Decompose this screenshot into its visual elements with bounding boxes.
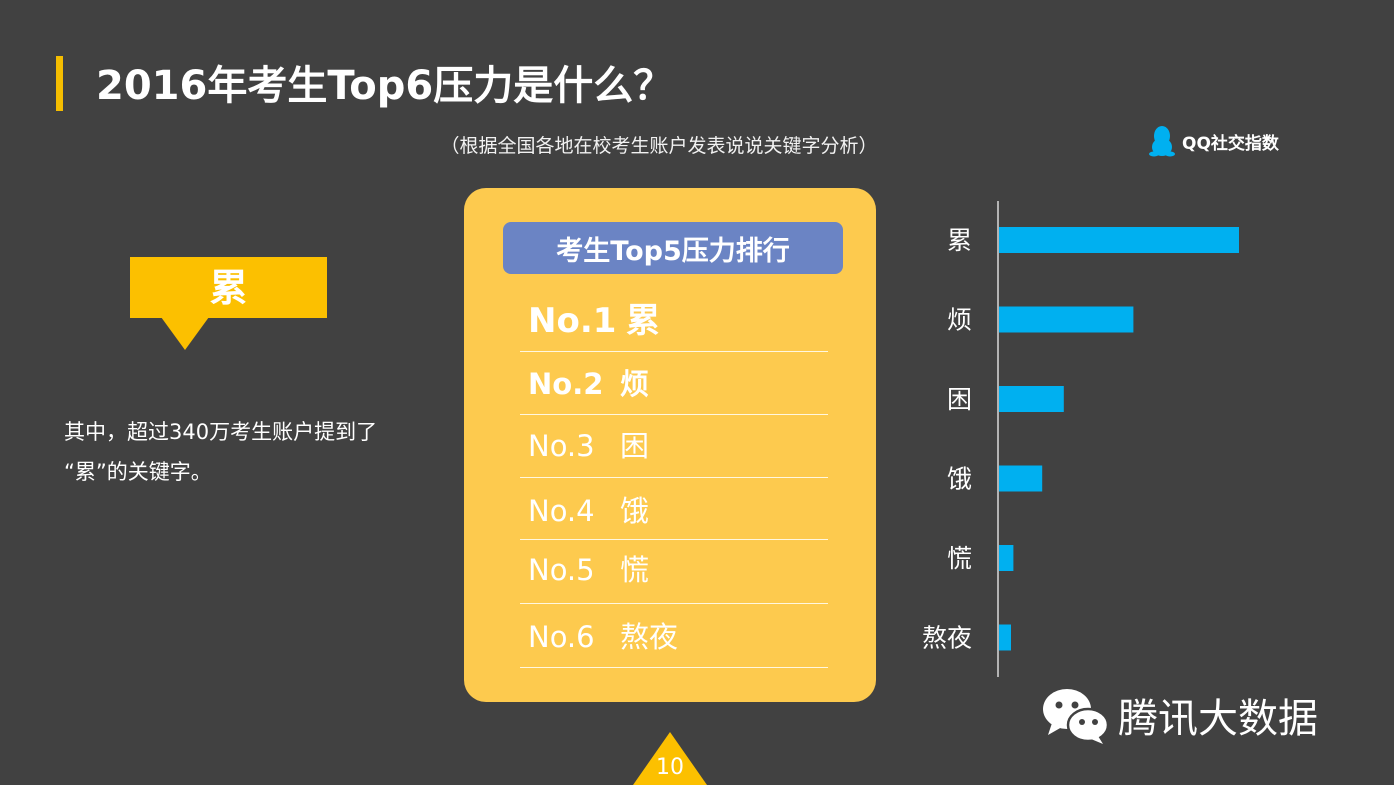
page-number-marker <box>633 732 707 785</box>
rank-number: No.1 <box>528 301 617 341</box>
category-label: 慌 <box>947 544 972 573</box>
category-label: 累 <box>947 226 972 255</box>
rank-divider <box>520 414 828 415</box>
rank-word: 饿 <box>620 494 650 528</box>
qq-social-index-label: QQ社交指数 <box>1182 133 1279 154</box>
page-number: 10 <box>656 755 684 780</box>
wechat-icon <box>1043 689 1110 744</box>
bar-2 <box>999 306 1134 333</box>
rank-item-3: No.3 困 <box>520 424 836 468</box>
callout-pointer <box>161 317 209 350</box>
category-label: 熬夜 <box>922 624 972 653</box>
rank-divider <box>520 539 828 540</box>
category-label: 烦 <box>947 306 972 335</box>
page-subtitle: （根据全国各地在校考生账户发表说说关键字分析） <box>440 135 878 157</box>
rank-word: 慌 <box>620 553 650 587</box>
rank-item-2: No.2 烦 <box>520 362 836 406</box>
title-accent-bar <box>56 56 63 111</box>
bar-1 <box>999 227 1239 253</box>
bar-5 <box>999 545 1014 571</box>
rank-item-5: No.5 慌 <box>520 548 836 592</box>
rank-word: 熬夜 <box>620 620 679 654</box>
rank-divider <box>520 477 828 478</box>
rank-word: 困 <box>620 429 650 463</box>
rank-item-6: No.6 熬夜 <box>520 615 836 659</box>
rank-word: 累 <box>626 301 660 341</box>
rank-number: No.4 <box>528 494 595 528</box>
ranking-header: 考生Top5压力排行 <box>503 222 843 274</box>
description-line-2: “累”的关键字。 <box>64 460 212 484</box>
rank-number: No.2 <box>528 367 604 401</box>
rank-number: No.3 <box>528 429 595 463</box>
rank-item-4: No.4 饿 <box>520 489 836 533</box>
rank-divider <box>520 603 828 604</box>
bar-6 <box>999 624 1011 651</box>
footer-brand-label: 腾讯大数据 <box>1118 696 1318 742</box>
rank-divider <box>520 351 828 352</box>
footer-brand: 腾讯大数据 <box>1040 684 1318 746</box>
rank-word: 烦 <box>620 367 650 401</box>
keyword-callout: 累 <box>130 257 327 318</box>
bar-4 <box>999 465 1043 492</box>
qq-social-index-logo: QQ社交指数 <box>1148 124 1279 158</box>
rank-number: No.6 <box>528 620 595 654</box>
category-label: 饿 <box>947 465 972 494</box>
category-label: 困 <box>947 385 972 414</box>
keyword-callout-text: 累 <box>209 266 248 310</box>
rank-item-1: No.1 累 <box>520 299 836 343</box>
bar-3 <box>999 386 1064 412</box>
qq-penguin-icon <box>1149 126 1175 157</box>
rank-number: No.5 <box>528 553 595 587</box>
page-title: 2016年考生Top6压力是什么？ <box>96 63 674 109</box>
rank-divider <box>520 667 828 668</box>
description-line-1: 其中，超过340万考生账户提到了 <box>64 420 378 444</box>
description: 其中，超过340万考生账户提到了 “累”的关键字。 <box>64 412 434 492</box>
